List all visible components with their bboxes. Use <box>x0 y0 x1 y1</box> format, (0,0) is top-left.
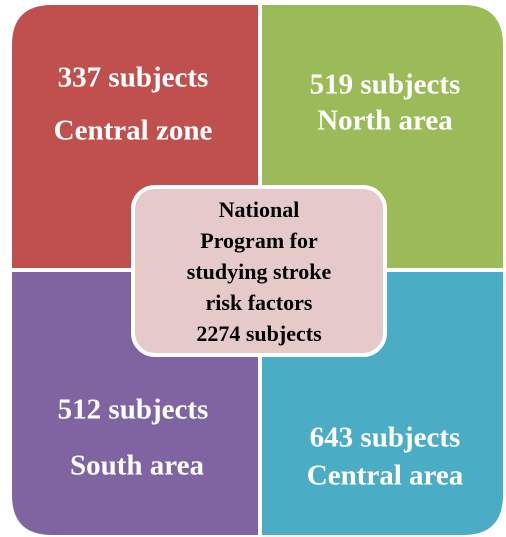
region-label: Central area <box>307 460 464 492</box>
center-line: 2274 subjects <box>196 321 322 346</box>
count-label: 643 subjects <box>310 422 461 454</box>
center-line: studying stroke <box>187 259 332 284</box>
count-label: 512 subjects <box>58 394 209 426</box>
center-line: risk factors <box>206 290 313 315</box>
count-label: 519 subjects <box>310 69 461 101</box>
region-label: North area <box>317 105 453 137</box>
region-label: Central zone <box>54 115 213 147</box>
center-line: Program for <box>200 228 318 253</box>
center-line: National <box>219 197 300 222</box>
region-label: South area <box>70 450 205 482</box>
count-label: 337 subjects <box>58 62 209 94</box>
center-box <box>131 185 387 357</box>
